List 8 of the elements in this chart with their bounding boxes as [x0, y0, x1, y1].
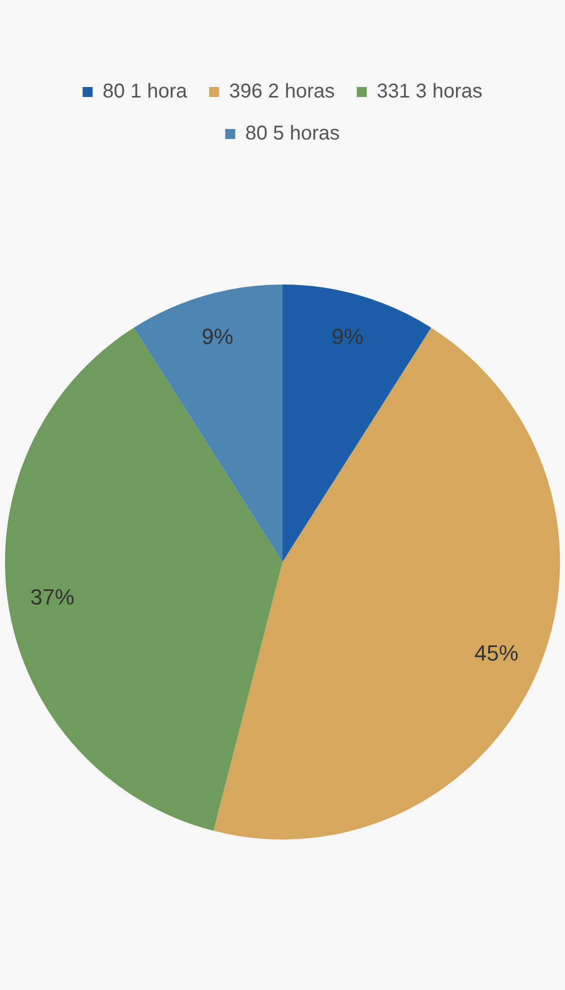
data-label: 37% — [30, 584, 74, 610]
legend-label: 396 2 horas — [229, 80, 335, 103]
legend-label: 80 1 hora — [102, 80, 188, 103]
legend-label: 80 5 horas — [245, 122, 340, 145]
data-label: 9% — [202, 324, 234, 350]
data-label: 45% — [474, 640, 518, 666]
data-label: 9% — [332, 324, 364, 350]
legend-label: 331 3 horas — [376, 80, 482, 103]
